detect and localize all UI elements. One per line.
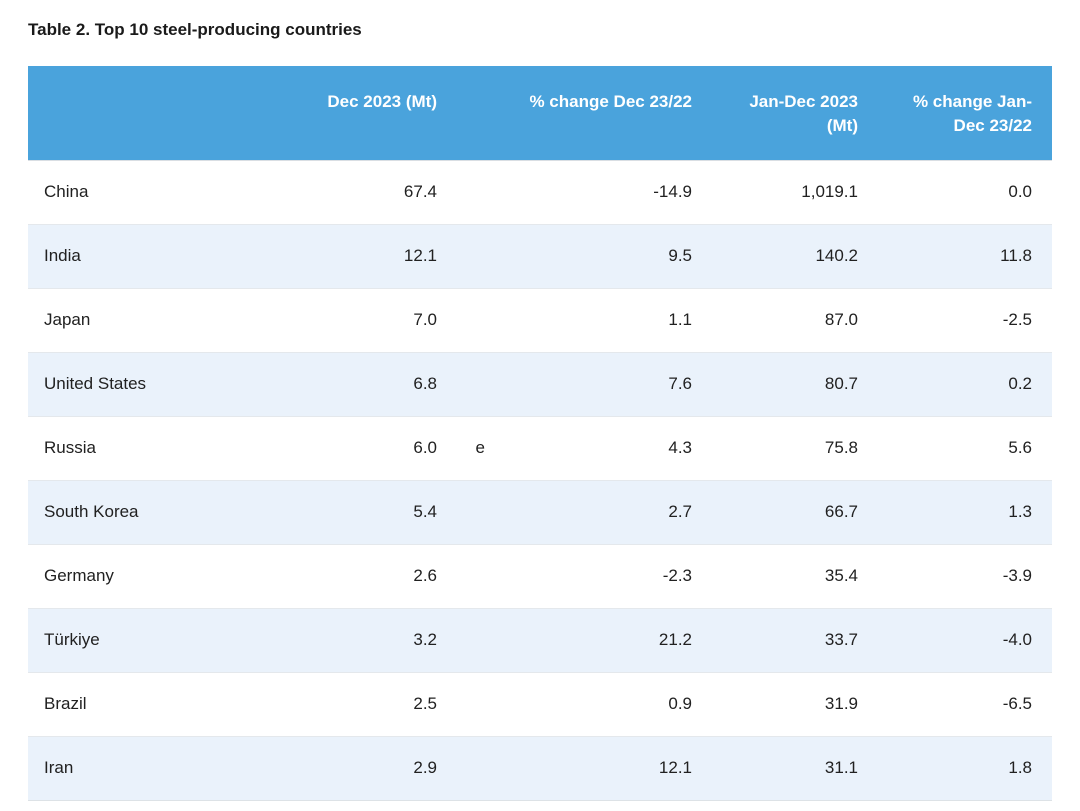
dec-2023-value: 3.2 (413, 630, 437, 650)
country-cell: Brazil (28, 671, 258, 737)
country-label: Türkiye (44, 630, 100, 650)
country-label: Russia (44, 438, 96, 458)
country-cell: South Korea (28, 479, 258, 545)
table-row: United States 6.8 7.6 80.7 0.2 (28, 351, 1052, 417)
jan-dec-2023-cell: 66.7 (708, 479, 874, 545)
pct-change-dec-cell: 0.9 (501, 671, 708, 737)
country-cell: Russia (28, 415, 258, 481)
table-body: China 67.4 -14.9 1,019.1 0.0 India 12.1 … (28, 159, 1052, 801)
country-label: India (44, 246, 81, 266)
table-row: Iran 2.9 12.1 31.1 1.8 (28, 735, 1052, 801)
pct-change-dec-cell: 2.7 (501, 479, 708, 545)
country-label: South Korea (44, 502, 139, 522)
header-dec-2023-mt: Dec 2023 (Mt) (258, 66, 501, 161)
table-row: India 12.1 9.5 140.2 11.8 (28, 223, 1052, 289)
table-header: Dec 2023 (Mt) % change Dec 23/22 Jan-Dec… (28, 66, 1052, 161)
jan-dec-2023-cell: 1,019.1 (708, 159, 874, 225)
pct-change-dec-cell: 21.2 (501, 607, 708, 673)
pct-change-dec-cell: 9.5 (501, 223, 708, 289)
pct-change-dec-cell: 7.6 (501, 351, 708, 417)
pct-change-dec-cell: 4.3 (501, 415, 708, 481)
dec-2023-value: 7.0 (413, 310, 437, 330)
steel-production-table: Dec 2023 (Mt) % change Dec 23/22 Jan-Dec… (28, 66, 1052, 801)
header-jan-dec-2023-mt: Jan-Dec 2023 (Mt) (708, 66, 874, 161)
pct-change-dec-cell: 1.1 (501, 287, 708, 353)
jan-dec-2023-cell: 31.1 (708, 735, 874, 801)
dec-2023-cell: 2.6 (258, 543, 501, 609)
table-row: Russia 6.0 e 4.3 75.8 5.6 (28, 415, 1052, 481)
pct-change-dec-cell: -14.9 (501, 159, 708, 225)
table-row: Brazil 2.5 0.9 31.9 -6.5 (28, 671, 1052, 737)
jan-dec-2023-cell: 140.2 (708, 223, 874, 289)
dec-2023-cell: 3.2 (258, 607, 501, 673)
header-country (28, 66, 258, 161)
country-cell: Germany (28, 543, 258, 609)
dec-2023-cell: 6.8 (258, 351, 501, 417)
dec-2023-value: 6.8 (413, 374, 437, 394)
table-row: Japan 7.0 1.1 87.0 -2.5 (28, 287, 1052, 353)
jan-dec-2023-cell: 35.4 (708, 543, 874, 609)
table-title: Table 2. Top 10 steel-producing countrie… (28, 20, 362, 39)
pct-change-jan-dec-cell: -6.5 (874, 671, 1052, 737)
country-label: Iran (44, 758, 74, 778)
country-label: Brazil (44, 694, 87, 714)
country-cell: United States (28, 351, 258, 417)
pct-change-jan-dec-cell: 1.8 (874, 735, 1052, 801)
pct-change-jan-dec-cell: 0.0 (874, 159, 1052, 225)
table-row: China 67.4 -14.9 1,019.1 0.0 (28, 159, 1052, 225)
country-label: Germany (44, 566, 114, 586)
pct-change-jan-dec-cell: 5.6 (874, 415, 1052, 481)
country-label: Japan (44, 310, 91, 330)
header-pct-change-dec: % change Dec 23/22 (501, 66, 708, 161)
country-label: China (44, 182, 89, 202)
dec-2023-value: 2.9 (413, 758, 437, 778)
dec-2023-cell: 2.5 (258, 671, 501, 737)
dec-2023-value: 6.0 (413, 438, 437, 458)
table-row: Germany 2.6 -2.3 35.4 -3.9 (28, 543, 1052, 609)
country-cell: India (28, 223, 258, 289)
jan-dec-2023-cell: 75.8 (708, 415, 874, 481)
dec-2023-value: 12.1 (403, 246, 437, 266)
table-row: Türkiye 3.2 21.2 33.7 -4.0 (28, 607, 1052, 673)
dec-2023-cell: 12.1 (258, 223, 501, 289)
pct-change-dec-cell: 12.1 (501, 735, 708, 801)
country-label: United States (44, 374, 147, 394)
dec-2023-cell: 5.4 (258, 479, 501, 545)
pct-change-jan-dec-cell: 1.3 (874, 479, 1052, 545)
dec-2023-value: 5.4 (413, 502, 437, 522)
country-cell: Iran (28, 735, 258, 801)
pct-change-jan-dec-cell: -2.5 (874, 287, 1052, 353)
country-cell: China (28, 159, 258, 225)
pct-change-dec-cell: -2.3 (501, 543, 708, 609)
country-cell: Türkiye (28, 607, 258, 673)
jan-dec-2023-cell: 87.0 (708, 287, 874, 353)
dec-2023-value: 2.6 (413, 566, 437, 586)
jan-dec-2023-cell: 33.7 (708, 607, 874, 673)
pct-change-jan-dec-cell: -4.0 (874, 607, 1052, 673)
dec-2023-cell: 67.4 (258, 159, 501, 225)
dec-2023-cell: 6.0 e (258, 415, 501, 481)
pct-change-jan-dec-cell: 0.2 (874, 351, 1052, 417)
dec-2023-cell: 2.9 (258, 735, 501, 801)
dec-2023-value: 67.4 (403, 182, 437, 202)
country-cell: Japan (28, 287, 258, 353)
jan-dec-2023-cell: 31.9 (708, 671, 874, 737)
header-pct-change-jan-dec: % change Jan-Dec 23/22 (874, 66, 1052, 161)
table-row: South Korea 5.4 2.7 66.7 1.3 (28, 479, 1052, 545)
dec-2023-value: 2.5 (413, 694, 437, 714)
pct-change-jan-dec-cell: -3.9 (874, 543, 1052, 609)
pct-change-jan-dec-cell: 11.8 (874, 223, 1052, 289)
dec-2023-cell: 7.0 (258, 287, 501, 353)
jan-dec-2023-cell: 80.7 (708, 351, 874, 417)
estimate-marker: e (475, 438, 485, 458)
header-row: Dec 2023 (Mt) % change Dec 23/22 Jan-Dec… (28, 66, 1052, 161)
